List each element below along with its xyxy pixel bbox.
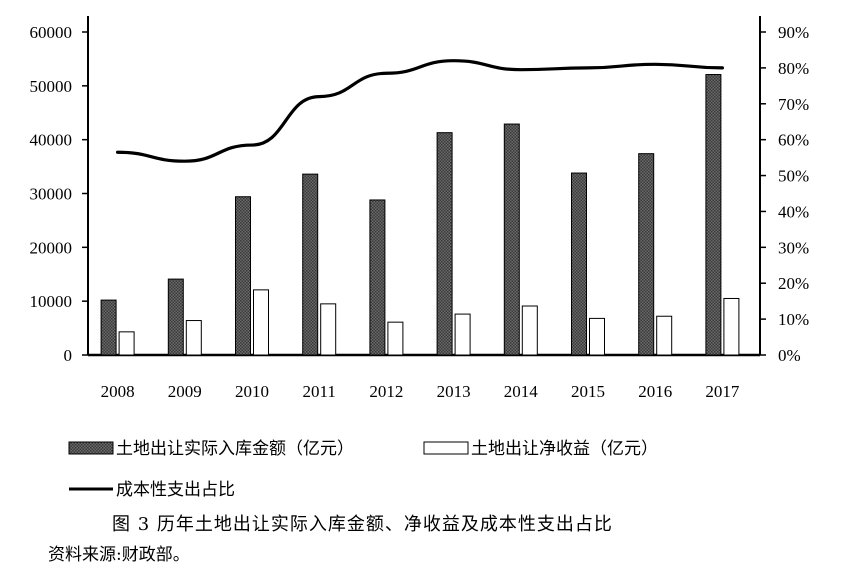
bar-land-revenue bbox=[369, 199, 386, 356]
legend: 土地出让实际入库金额（亿元） 土地出让净收益（亿元） 成本性支出占比 bbox=[68, 439, 658, 500]
bar-net-income bbox=[656, 315, 673, 356]
x-tick-label: 2015 bbox=[571, 382, 605, 401]
y-left-tick-label: 20000 bbox=[30, 238, 73, 257]
x-tick-label: 2013 bbox=[437, 382, 471, 401]
legend-label-ratio: 成本性支出占比 bbox=[116, 480, 235, 500]
y-right-tick-label: 90% bbox=[778, 23, 809, 42]
figure-caption: 图 3 历年土地出让实际入库金额、净收益及成本性支出占比 bbox=[112, 514, 613, 535]
y-right-tick-label: 60% bbox=[778, 131, 809, 150]
y-left-tick-label: 50000 bbox=[30, 77, 73, 96]
y-left-tick-label: 30000 bbox=[30, 185, 73, 204]
bar-net-income bbox=[589, 317, 605, 356]
x-tick-label: 2014 bbox=[504, 382, 539, 401]
bar-net-income bbox=[185, 320, 202, 356]
bar-land-revenue bbox=[302, 173, 319, 356]
bar-land-revenue bbox=[705, 74, 722, 356]
bar-net-income bbox=[118, 331, 135, 356]
y-right-tick-label: 50% bbox=[778, 167, 809, 186]
bar-land-revenue bbox=[436, 132, 453, 356]
legend-label-net-income: 土地出让净收益（亿元） bbox=[471, 439, 658, 459]
y-left-tick-label: 0 bbox=[64, 346, 73, 365]
source-note: 资料来源:财政部。 bbox=[48, 545, 190, 565]
y-right-tick-label: 80% bbox=[778, 59, 809, 78]
legend-swatch-net-income bbox=[423, 441, 469, 455]
bar-net-income bbox=[253, 289, 269, 356]
y-left-tick-label: 40000 bbox=[30, 131, 73, 150]
ratio-line-path bbox=[116, 59, 724, 163]
x-tick-label: 2010 bbox=[235, 382, 269, 401]
bar-land-revenue bbox=[235, 196, 251, 356]
x-tick-labels: 2008 2009 2010 2011 2012 2013 2014 2015 2016 2017 bbox=[101, 382, 740, 401]
y-right-tick-label: 30% bbox=[778, 238, 809, 257]
legend-label-land-revenue: 土地出让实际入库金额（亿元） bbox=[116, 439, 354, 459]
x-tick-label: 2012 bbox=[369, 382, 403, 401]
bar-land-revenue bbox=[100, 299, 117, 356]
y-right-tick-label: 20% bbox=[778, 274, 809, 293]
x-tick-label: 2016 bbox=[638, 382, 672, 401]
bar-land-revenue bbox=[167, 278, 184, 356]
x-tick-label: 2011 bbox=[303, 382, 336, 401]
bar-land-revenue bbox=[571, 172, 587, 356]
x-tick-label: 2009 bbox=[168, 382, 202, 401]
bar-net-income bbox=[723, 297, 740, 356]
ratio-line bbox=[116, 59, 724, 163]
bar-land-revenue bbox=[638, 153, 655, 356]
legend-swatch-land-revenue bbox=[68, 441, 114, 455]
bar-net-income bbox=[454, 313, 471, 356]
y-left-tick-label: 10000 bbox=[30, 292, 73, 311]
y-right-tick-label: 70% bbox=[778, 95, 809, 114]
y-left-tick-label: 60000 bbox=[30, 23, 73, 42]
bar-net-income bbox=[521, 305, 538, 356]
bars bbox=[100, 74, 740, 356]
bar-net-income bbox=[387, 321, 404, 356]
bar-land-revenue bbox=[503, 123, 520, 356]
y-right-tick-label: 10% bbox=[778, 310, 809, 329]
x-tick-label: 2017 bbox=[705, 382, 740, 401]
y-right-tick-label: 0% bbox=[778, 346, 801, 365]
y-right-tick-label: 40% bbox=[778, 202, 809, 221]
x-tick-label: 2008 bbox=[101, 382, 135, 401]
bar-net-income bbox=[320, 303, 337, 356]
